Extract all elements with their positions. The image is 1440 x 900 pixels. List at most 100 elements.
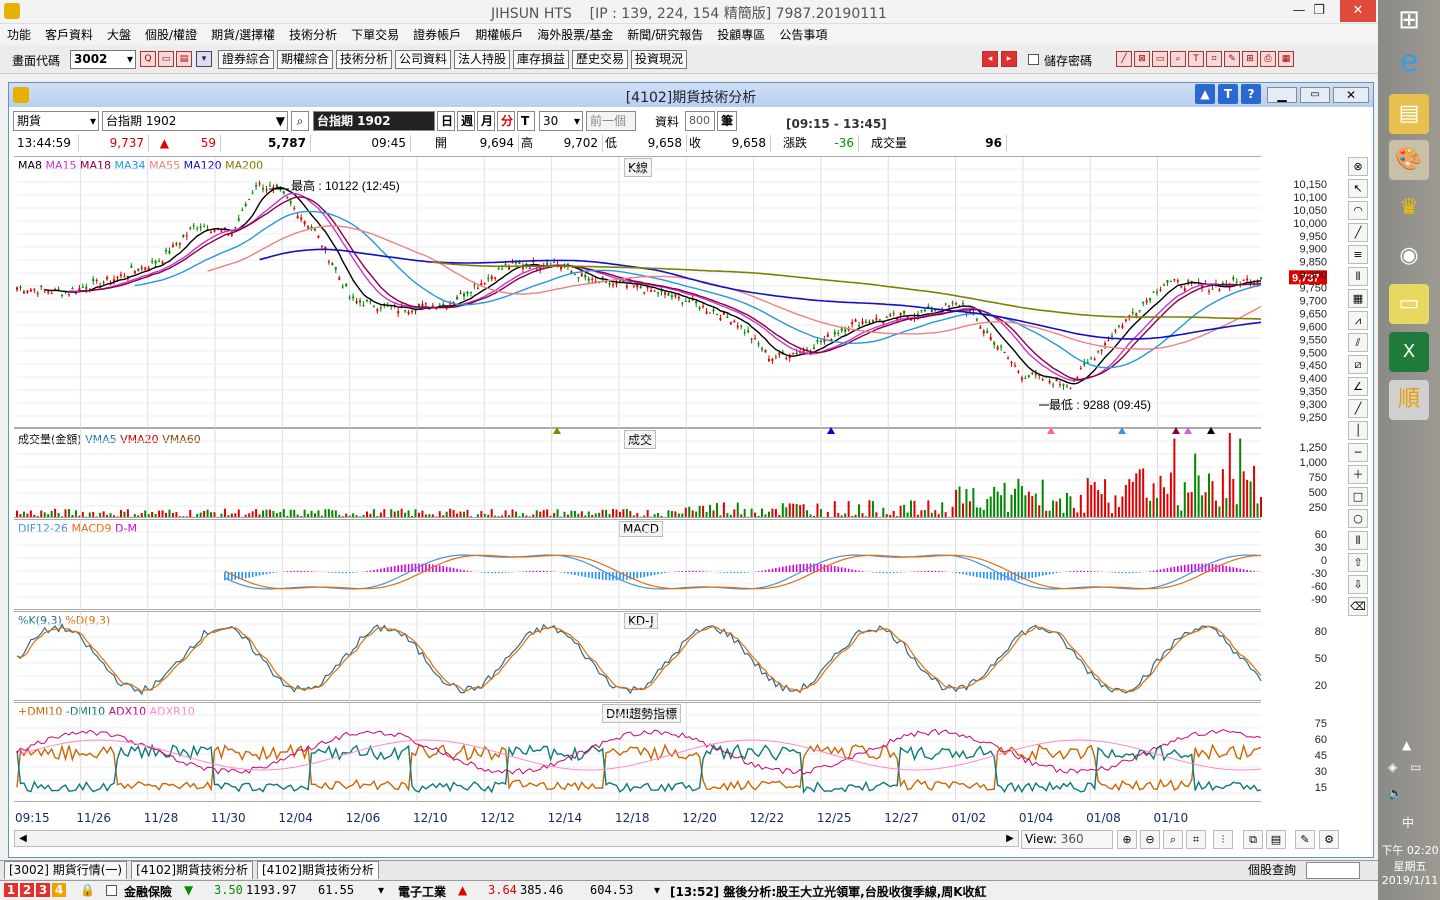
code-input[interactable]: 3002 ▾ <box>70 50 136 69</box>
period-tick[interactable]: T <box>517 111 535 131</box>
tool-icon-10[interactable]: ▦ <box>1278 51 1294 67</box>
menu-item[interactable]: 投顧專區 <box>717 28 766 42</box>
magnifier-icon[interactable]: ⌕ <box>291 111 309 131</box>
status-checkbox[interactable] <box>106 885 117 896</box>
menu-item[interactable]: 公告事項 <box>779 28 828 42</box>
tab-futures-quote[interactable]: [3002] 期貨行情(一) <box>4 861 128 879</box>
line-icon[interactable]: ╱ <box>1348 399 1368 418</box>
excel-icon[interactable]: X <box>1389 332 1429 372</box>
eraser-icon[interactable]: ⌫ <box>1348 597 1368 616</box>
vline-icon[interactable]: │ <box>1348 421 1368 440</box>
prev-button[interactable]: 前一個 <box>586 111 636 131</box>
toolbar-btn-3[interactable]: 技術分析 <box>336 50 393 69</box>
tool-icon-6[interactable]: ⌗ <box>1206 51 1222 67</box>
save-password-checkbox[interactable] <box>1028 54 1039 65</box>
paint-icon[interactable]: 🎨 <box>1389 140 1429 180</box>
ime-indicator[interactable]: 中 <box>1402 816 1415 830</box>
grid-icon[interactable]: ▦ <box>1348 289 1368 308</box>
zoom-fit-icon[interactable]: ⌕ <box>1163 830 1183 849</box>
tab-tech-analysis-2[interactable]: [4102]期貨技術分析 <box>257 861 379 879</box>
dropdown-icon[interactable]: ▾ <box>196 51 212 67</box>
menu-item[interactable]: 大盤 <box>107 28 132 42</box>
horizontal-scrollbar[interactable]: ◀ ▶ <box>14 830 1019 847</box>
menu-item[interactable]: 下單交易 <box>351 28 400 42</box>
notes-icon[interactable]: ▭ <box>1389 284 1429 324</box>
help-icon[interactable]: ? <box>1241 84 1261 104</box>
zoom-out-icon[interactable]: ⊖ <box>1140 830 1160 849</box>
explorer-icon[interactable]: ▤ <box>1389 94 1429 134</box>
arrow-up-icon[interactable]: ▲ <box>1195 84 1215 104</box>
toolbar-btn-1[interactable]: 證券綜合 <box>218 50 275 69</box>
trendline-icon[interactable]: ╱ <box>1348 223 1368 242</box>
hlines-icon[interactable]: ≡ <box>1348 245 1368 264</box>
channel-icon[interactable]: ⫽ <box>1348 333 1368 352</box>
menu-item[interactable]: 個股/權證 <box>145 28 198 42</box>
up-arrow-draw-icon[interactable]: ⇧ <box>1348 553 1368 572</box>
tab-tech-analysis-1[interactable]: [4102]期貨技術分析 <box>131 861 253 879</box>
menu-item[interactable]: 證券帳戶 <box>413 28 462 42</box>
menu-item[interactable]: 客戶資料 <box>45 28 94 42</box>
minimize-button[interactable]: — <box>1292 3 1306 18</box>
period-week[interactable]: 週 <box>457 111 475 131</box>
ie-icon[interactable]: e <box>1399 44 1419 79</box>
page-1-button[interactable]: 1 <box>4 883 18 897</box>
chart-canvas[interactable]: 9,737 最高 : 10122 (12:45) 最低 : 9288 (09:45)… <box>9 83 1373 859</box>
toolbar-btn-8[interactable]: 投資現況 <box>631 50 688 69</box>
fan-icon[interactable]: ⩘ <box>1348 311 1368 330</box>
search-icon[interactable]: Q <box>140 51 156 67</box>
cross-icon[interactable]: ＋ <box>1348 465 1368 484</box>
product-input[interactable]: 台指期 1902 ▼ <box>102 111 288 131</box>
indicator-icon[interactable]: ⫶ <box>1213 830 1233 849</box>
toolbar-btn-7[interactable]: 歷史交易 <box>572 50 629 69</box>
tool-icon-4[interactable]: ⌕ <box>1170 51 1186 67</box>
news-ticker[interactable]: [13:52] 盤後分析:股王大立光領軍,台股收復季線,周K收紅 <box>670 885 987 899</box>
toolbar-btn-6[interactable]: 庫存損益 <box>513 50 570 69</box>
tray-arrow-icon[interactable]: ▲ <box>1402 738 1412 752</box>
page-4-button[interactable]: 4 <box>52 883 66 897</box>
settings-icon[interactable]: ⚙ <box>1319 830 1339 849</box>
type-select[interactable]: 期貨 ▾ <box>13 111 99 131</box>
page-3-button[interactable]: 3 <box>36 883 50 897</box>
pen-icon[interactable]: ✎ <box>1295 830 1315 849</box>
pointer-icon[interactable]: ↖ <box>1348 179 1368 198</box>
lock-icon[interactable]: 🔒 <box>80 883 95 897</box>
menu-item[interactable]: 期權帳戶 <box>475 28 524 42</box>
page-2-button[interactable]: 2 <box>20 883 34 897</box>
volume-icon[interactable]: 🔈 <box>1388 786 1403 800</box>
back-icon[interactable]: ◂ <box>982 51 998 67</box>
child-restore-button[interactable]: ▭ <box>1300 87 1330 103</box>
chrome-icon[interactable]: ◉ <box>1399 243 1419 268</box>
unit-button[interactable]: 筆 <box>717 111 737 131</box>
hline-icon[interactable]: ─ <box>1348 443 1368 462</box>
tool-icon-3[interactable]: ▭ <box>1152 51 1168 67</box>
scroll-left-arrow-icon[interactable]: ◀ <box>19 833 27 844</box>
menu-item[interactable]: 新聞/研究報告 <box>627 28 704 42</box>
tool-icon-7[interactable]: ✎ <box>1224 51 1240 67</box>
start-icon[interactable]: ⊞ <box>1398 5 1420 35</box>
tool-icon-2[interactable]: ⊠ <box>1134 51 1150 67</box>
down-arrow-draw-icon[interactable]: ⇩ <box>1348 575 1368 594</box>
tool-icon-1[interactable]: ╱ <box>1116 51 1132 67</box>
zoom-in-icon[interactable]: ⊕ <box>1117 830 1137 849</box>
child-minimize-button[interactable]: ▁ <box>1267 87 1297 103</box>
rectangle-icon[interactable]: □ <box>1348 487 1368 506</box>
tool-icon-5[interactable]: T <box>1188 51 1204 67</box>
period-day[interactable]: 日 <box>437 111 455 131</box>
quick-query-input[interactable] <box>1306 862 1360 879</box>
ind-select[interactable]: ▾ <box>378 883 385 897</box>
save-icon[interactable]: ▤ <box>1266 830 1286 849</box>
interval-select[interactable]: 30 ▾ <box>539 111 583 131</box>
arc-icon[interactable]: ◠ <box>1348 201 1368 220</box>
menu-item[interactable]: 海外股票/基金 <box>537 28 614 42</box>
forward-icon[interactable]: ▸ <box>1001 51 1017 67</box>
restore-button[interactable]: ❐ <box>1313 3 1325 18</box>
data-count-input[interactable]: 800 <box>685 111 715 131</box>
tray-icon-1[interactable]: ◈ <box>1388 760 1398 774</box>
toolbar-btn-5[interactable]: 法人持股 <box>454 50 511 69</box>
ind2-select[interactable]: ▾ <box>654 883 661 897</box>
tool-icon-8[interactable]: ⊞ <box>1242 51 1258 67</box>
close-button[interactable]: ✕ <box>1340 0 1376 22</box>
vlines-icon[interactable]: ⦀ <box>1348 267 1368 286</box>
zoom-reset-icon[interactable]: ⌗ <box>1186 830 1206 849</box>
parallel-icon[interactable]: ⧄ <box>1348 355 1368 374</box>
